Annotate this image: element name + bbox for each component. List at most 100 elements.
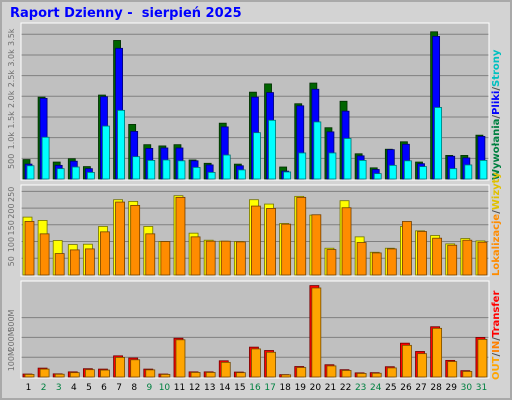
lokalizacje-bar — [175, 196, 186, 276]
out-bar — [205, 372, 216, 378]
kbytes-ytick-label: 200M — [7, 329, 16, 351]
legend-hits-files-pages-part: Pliki — [491, 91, 502, 115]
lokalizacje-bar — [130, 204, 141, 276]
lokalizacje-bar — [24, 221, 35, 276]
strony-bar — [434, 107, 443, 180]
day-label: 7 — [116, 383, 122, 393]
day-label: 13 — [204, 383, 215, 393]
lokalizacje-bar — [205, 240, 216, 276]
strony-bar — [253, 132, 261, 180]
out-bar — [160, 374, 171, 378]
strony-bar — [177, 160, 186, 180]
out-bar — [39, 368, 50, 378]
day-label: 20 — [310, 383, 322, 393]
strony-bar — [71, 166, 80, 180]
day-label: 11 — [174, 383, 185, 393]
lokalizacje-bar — [84, 248, 95, 276]
strony-bar — [237, 169, 246, 180]
strony-bar — [162, 159, 171, 180]
out-bar — [100, 369, 110, 378]
legend-kbytes-in-out-part: OUT — [491, 356, 502, 380]
out-bar — [281, 374, 292, 378]
legend-kbytes-in-out-part: IN — [491, 341, 502, 353]
lokalizacje-bar — [386, 248, 397, 276]
day-label: 12 — [189, 383, 200, 393]
strony-bar — [404, 160, 412, 180]
out-bar — [402, 344, 412, 378]
day-label: 26 — [400, 383, 412, 393]
visits-ytick-label: 100 — [7, 237, 16, 252]
strony-bar — [207, 171, 216, 180]
out-bar — [115, 357, 125, 378]
day-label: 5 — [86, 383, 92, 393]
day-label: 28 — [430, 383, 442, 393]
kbytes-ytick-label: 100M — [7, 349, 16, 371]
day-label: 2 — [41, 383, 47, 393]
legend-sites-visits-part: Wizyty — [491, 172, 502, 211]
out-bar — [477, 339, 488, 378]
lokalizacje-bar — [235, 241, 246, 276]
lokalizacje-bar — [251, 205, 261, 276]
lokalizacje-bar — [402, 221, 412, 276]
strony-bar — [449, 168, 458, 180]
day-label: 16 — [249, 383, 261, 393]
out-bar — [175, 339, 186, 378]
out-bar — [386, 367, 397, 378]
strony-bar — [388, 164, 397, 180]
day-label: 1 — [26, 383, 32, 393]
out-bar — [326, 365, 337, 378]
lokalizacje-bar — [220, 240, 231, 276]
legend-kbytes-in-out-part: Transfer — [491, 291, 502, 338]
out-bar — [417, 353, 427, 378]
out-bar — [251, 348, 261, 378]
hits-ytick-label: 2.5k — [7, 70, 16, 88]
lokalizacje-bar — [447, 244, 458, 276]
strony-bar — [222, 154, 231, 180]
day-label: 21 — [325, 383, 336, 393]
legend-hits-files-pages: Wywołania/Pliki/Strony — [491, 49, 502, 180]
panel-hits-frame — [20, 22, 490, 181]
strony-bar — [479, 159, 488, 180]
out-bar — [54, 373, 65, 378]
out-bar — [341, 370, 352, 378]
strony-bar — [132, 156, 141, 180]
legend-sites-visits: Lokalizacje/Wizyty — [491, 172, 502, 276]
hits-ytick-label: 2.0k — [7, 90, 16, 108]
day-label: 19 — [295, 383, 307, 393]
day-label: 23 — [355, 383, 366, 393]
out-bar — [145, 369, 156, 378]
strony-bar — [358, 159, 367, 180]
lokalizacje-bar — [417, 231, 427, 276]
day-label: 15 — [234, 383, 245, 393]
strony-bar — [41, 136, 50, 180]
lokalizacje-bar — [311, 214, 322, 276]
lokalizacje-bar — [69, 249, 80, 276]
lokalizacje-bar — [477, 241, 488, 276]
lokalizacje-bar — [190, 236, 201, 276]
strony-bar — [102, 125, 110, 180]
strony-bar — [313, 121, 322, 180]
lokalizacje-bar — [341, 207, 352, 276]
out-bar — [235, 372, 246, 378]
right-legend: Wywołania/Pliki/StronyLokalizacje/Wizyty… — [491, 49, 502, 380]
strony-bar — [117, 109, 125, 180]
strony-bar — [268, 119, 276, 180]
legend-hits-files-pages-part: / — [491, 87, 502, 91]
strony-bar — [343, 138, 352, 180]
day-label: 24 — [370, 383, 382, 393]
lokalizacje-bar — [145, 233, 156, 276]
panel-transfer-frame — [20, 280, 490, 379]
out-bar — [24, 374, 35, 378]
hits-ytick-label: 3.5k — [7, 28, 16, 46]
lokalizacje-bar — [462, 239, 473, 276]
out-bar — [356, 373, 367, 378]
visits-ytick-label: 150 — [7, 220, 16, 235]
visits-ytick-label: 50 — [7, 256, 16, 266]
hits-ytick-label: 1.0k — [7, 132, 16, 150]
strony-bar — [147, 159, 156, 180]
day-label: 6 — [101, 383, 107, 393]
lokalizacje-bar — [356, 242, 367, 276]
